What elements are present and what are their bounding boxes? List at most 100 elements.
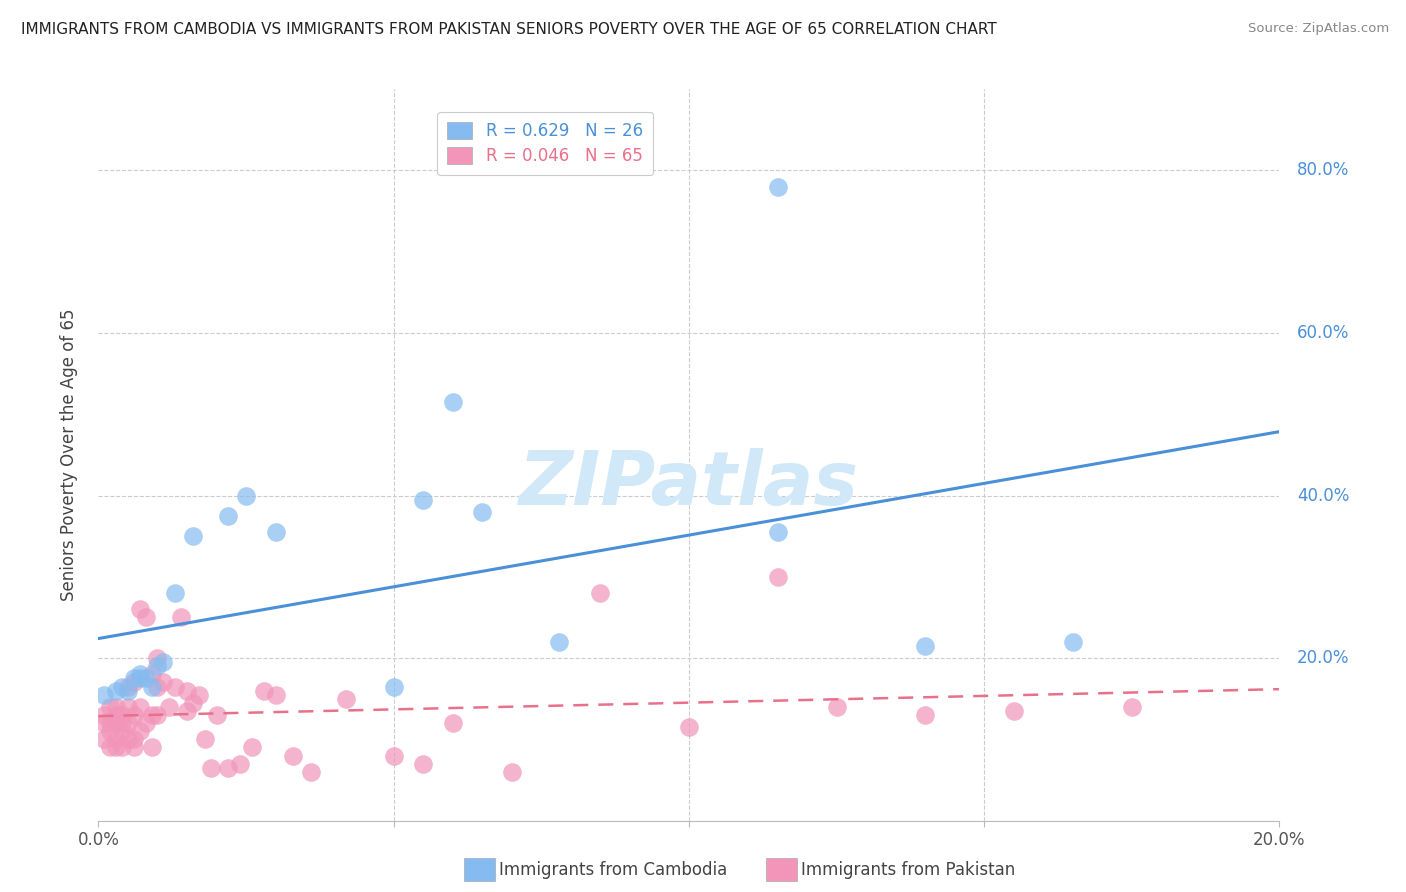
Text: 40.0%: 40.0% (1298, 486, 1350, 505)
Point (122, 740, 145, 755)
Point (141, 680, 163, 694)
Point (141, 708, 163, 723)
Point (264, 688, 287, 702)
Point (146, 659, 169, 673)
Text: 20.0%: 20.0% (1298, 649, 1350, 667)
Point (111, 740, 134, 755)
Point (141, 740, 163, 755)
Point (105, 732, 128, 747)
Point (128, 667, 150, 681)
Point (176, 704, 198, 718)
Point (914, 708, 936, 723)
Point (678, 720, 700, 734)
Point (1002, 704, 1025, 718)
Point (93, 688, 115, 702)
Point (157, 699, 180, 714)
Point (98, 699, 121, 714)
Point (766, 525, 789, 540)
Legend: R = 0.629   N = 26, R = 0.046   N = 65: R = 0.629 N = 26, R = 0.046 N = 65 (437, 112, 652, 175)
Point (93, 716, 115, 731)
Text: Immigrants from Cambodia: Immigrants from Cambodia (499, 861, 727, 879)
Point (766, 570, 789, 584)
Point (98, 724, 121, 739)
Point (128, 672, 150, 686)
Point (200, 761, 222, 775)
Point (152, 675, 174, 690)
Point (441, 716, 464, 731)
Text: ZIPatlas: ZIPatlas (519, 448, 859, 521)
Point (117, 716, 139, 731)
Point (253, 683, 276, 698)
Point (117, 732, 139, 747)
Point (135, 716, 157, 731)
Point (299, 764, 322, 779)
Point (825, 699, 848, 714)
Point (111, 708, 134, 723)
Point (128, 699, 150, 714)
Point (194, 732, 217, 747)
Point (589, 586, 612, 600)
Point (122, 672, 145, 686)
Point (93, 708, 115, 723)
Point (235, 489, 257, 503)
Point (264, 525, 287, 540)
Point (229, 756, 252, 771)
Text: Immigrants from Pakistan: Immigrants from Pakistan (801, 861, 1015, 879)
Text: 80.0%: 80.0% (1298, 161, 1350, 179)
Point (1062, 635, 1084, 649)
Point (105, 716, 128, 731)
Point (128, 602, 150, 616)
Point (914, 639, 936, 653)
Point (105, 708, 128, 723)
Point (105, 683, 128, 698)
Point (128, 724, 150, 739)
Point (135, 610, 157, 624)
Point (335, 691, 357, 706)
Point (146, 680, 169, 694)
Text: 60.0%: 60.0% (1298, 324, 1350, 342)
Point (217, 761, 239, 775)
Point (111, 680, 134, 694)
Point (117, 680, 139, 694)
Point (93, 732, 115, 747)
Text: IMMIGRANTS FROM CAMBODIA VS IMMIGRANTS FROM PAKISTAN SENIORS POVERTY OVER THE AG: IMMIGRANTS FROM CAMBODIA VS IMMIGRANTS F… (21, 22, 997, 37)
Point (766, 179, 789, 194)
Point (240, 740, 263, 755)
Point (105, 699, 128, 714)
Point (146, 651, 169, 665)
Point (441, 395, 464, 409)
Point (382, 680, 405, 694)
Point (412, 756, 434, 771)
Point (165, 680, 187, 694)
Point (111, 716, 134, 731)
Point (105, 740, 128, 755)
Point (122, 732, 145, 747)
Point (283, 748, 305, 763)
Point (135, 672, 157, 686)
Point (122, 675, 145, 690)
Point (501, 764, 523, 779)
Point (111, 724, 134, 739)
Point (205, 708, 228, 723)
Point (382, 748, 405, 763)
Point (146, 708, 169, 723)
Point (117, 683, 139, 698)
Point (98, 716, 121, 731)
Point (170, 610, 193, 624)
Point (122, 708, 145, 723)
Point (1121, 699, 1143, 714)
Point (181, 529, 204, 543)
Point (152, 655, 174, 669)
Point (181, 696, 204, 710)
Point (412, 492, 434, 507)
Point (548, 635, 571, 649)
Point (117, 699, 139, 714)
Y-axis label: Seniors Poverty Over the Age of 65: Seniors Poverty Over the Age of 65 (59, 309, 77, 601)
Point (471, 505, 494, 519)
Point (187, 688, 209, 702)
Point (165, 586, 187, 600)
Text: Source: ZipAtlas.com: Source: ZipAtlas.com (1249, 22, 1389, 36)
Point (217, 508, 239, 523)
Point (176, 683, 198, 698)
Point (141, 667, 163, 681)
